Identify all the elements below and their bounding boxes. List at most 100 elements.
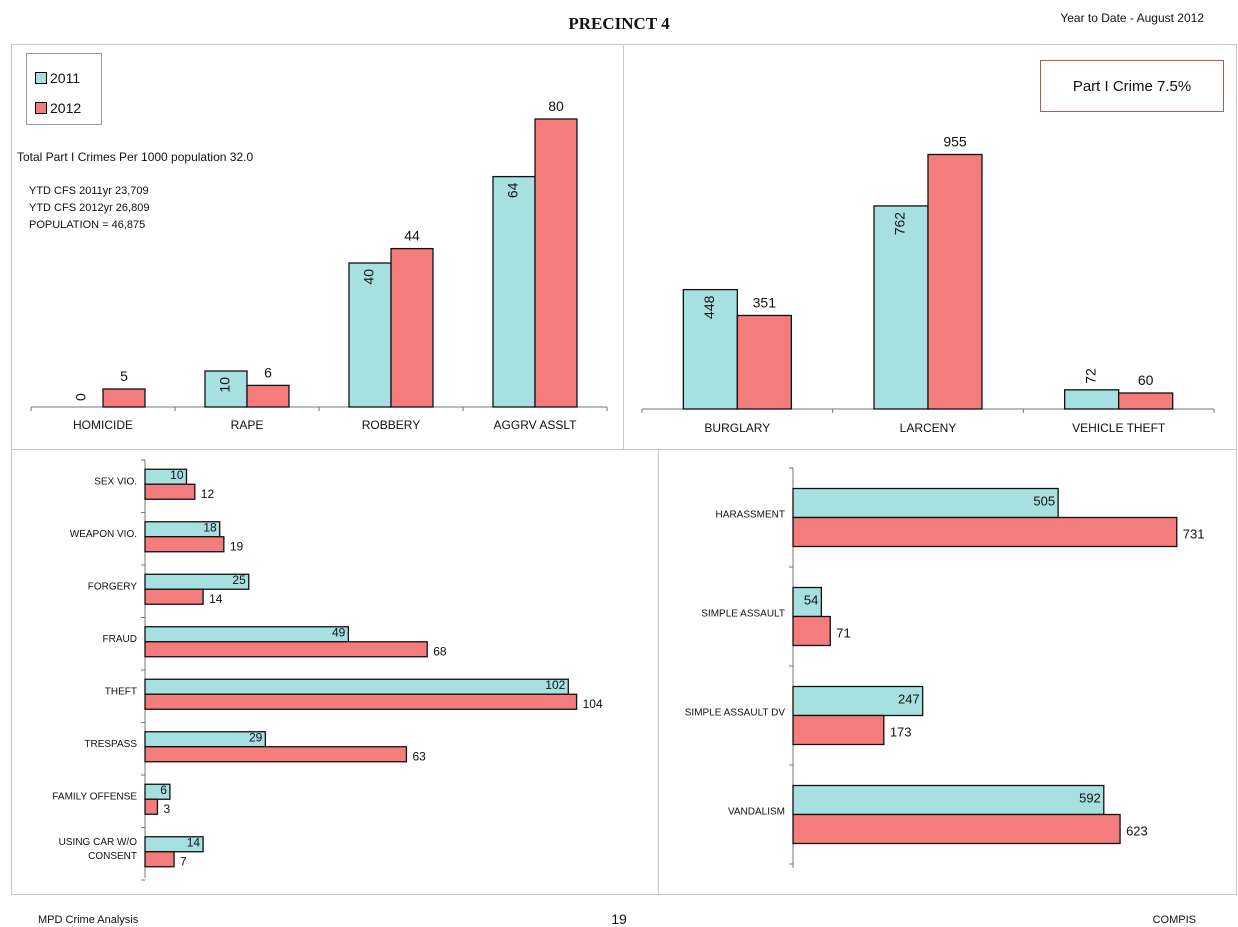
bar-weapon-vio-2012 bbox=[144, 536, 225, 553]
footer-source: MPD Crime Analysis bbox=[38, 914, 139, 926]
data-label-theft-2012: 104 bbox=[583, 697, 603, 711]
data-label-larceny-2012: 955 bbox=[943, 133, 967, 149]
legend-item-2011: 2011 bbox=[35, 70, 80, 86]
data-label-burglary-2012: 351 bbox=[753, 294, 777, 310]
footer-page-number: 19 bbox=[611, 911, 627, 927]
bar-simple-assault-dv-2012 bbox=[792, 714, 885, 746]
category-label-using-car-w-o-consent: USING CAR W/O CONSENT bbox=[59, 837, 138, 862]
bar-larceny-2011 bbox=[873, 205, 929, 410]
bar-theft-2011 bbox=[144, 678, 569, 695]
bar-forgery-2012 bbox=[144, 588, 204, 605]
data-label-burglary-2011: 448 bbox=[701, 295, 717, 319]
legend-item-2012: 2012 bbox=[35, 100, 81, 116]
page-subtitle: Year to Date - August 2012 bbox=[1060, 11, 1204, 25]
bar-simple-assault-dv-2011 bbox=[792, 685, 924, 717]
bar-theft-2012 bbox=[144, 693, 578, 710]
data-label-larceny-2011: 762 bbox=[892, 212, 908, 236]
bar-vehicle-theft-2011 bbox=[1064, 389, 1120, 410]
bar-fraud-2011 bbox=[144, 626, 350, 643]
data-label-sex-vio-2011: 10 bbox=[170, 468, 184, 482]
category-label-vehicle-theft: VEHICLE THEFT bbox=[1072, 421, 1166, 435]
bar-vandalism-2011 bbox=[792, 784, 1105, 816]
assault-vandalism-chart: HARASSMENT 505 731 SIMPLE ASSAULT 54 71 SIMPLE… bbox=[685, 467, 1204, 868]
category-label-robbery: ROBBERY bbox=[362, 418, 420, 432]
bar-aggrv-asslt-2012 bbox=[534, 118, 578, 408]
data-label-forgery-2012: 14 bbox=[209, 592, 223, 606]
data-label-aggrv-asslt-2011: 64 bbox=[505, 182, 521, 198]
category-label-weapon-vio: WEAPON VIO. bbox=[70, 529, 137, 540]
violent-crimes-chart: HOMICIDE 0 5 RAPE 10 6 ROBBERY 40 44 AGGRV ASSLT 6… bbox=[30, 98, 608, 432]
stat-cfs-2012: YTD CFS 2012yr 26,809 bbox=[29, 202, 150, 214]
data-label-harassment-2011: 505 bbox=[1033, 493, 1055, 508]
bar-sex-vio-2012 bbox=[144, 483, 196, 500]
category-label-sex-vio: SEX VIO. bbox=[94, 476, 137, 487]
other-offenses-chart: SEX VIO. 10 12 WEAPON VIO. 18 19 FORGERY 25 14 FR… bbox=[52, 459, 603, 881]
data-label-aggrv-asslt-2012: 80 bbox=[548, 98, 564, 114]
data-label-using-car-w-o-consent-2011: 14 bbox=[187, 835, 201, 849]
chart-panel-other-offenses: SEX VIO. 10 12 WEAPON VIO. 18 19 FORGERY 25 14 FR… bbox=[11, 449, 659, 895]
bar-harassment-2011 bbox=[792, 487, 1059, 519]
chart-panel-violent-crimes: HOMICIDE 0 5 RAPE 10 6 ROBBERY 40 44 AGGRV ASSLT 6… bbox=[11, 44, 624, 450]
stat-per-1000: Total Part I Crimes Per 1000 population … bbox=[17, 150, 254, 164]
category-label-vandalism: VANDALISM bbox=[728, 807, 785, 818]
category-label-theft: THEFT bbox=[105, 686, 137, 697]
stat-cfs-2011: YTD CFS 2011yr 23,709 bbox=[29, 185, 149, 197]
category-label-simple-assault-dv: SIMPLE ASSAULT DV bbox=[685, 708, 786, 719]
stat-population: POPULATION = 46,875 bbox=[29, 219, 146, 231]
stats-block: Total Part I Crimes Per 1000 population … bbox=[17, 149, 253, 234]
data-label-homicide-2011: 0 bbox=[73, 393, 89, 401]
legend: 2011 2012 bbox=[26, 53, 102, 125]
bar-trespass-2011 bbox=[144, 731, 266, 748]
category-label-larceny: LARCENY bbox=[900, 421, 957, 435]
bar-rape-2011 bbox=[204, 370, 248, 408]
category-label-trespass: TRESPASS bbox=[84, 739, 137, 750]
category-label-aggrv-asslt: AGGRV ASSLT bbox=[494, 418, 578, 432]
data-label-rape-2011: 10 bbox=[217, 377, 233, 393]
category-label-rape: RAPE bbox=[231, 418, 264, 432]
bar-homicide-2012 bbox=[102, 388, 146, 408]
bar-aggrv-asslt-2011 bbox=[492, 175, 536, 408]
legend-swatch-2011 bbox=[35, 72, 47, 84]
data-label-vehicle-theft-2011: 72 bbox=[1082, 368, 1098, 384]
category-label-harassment: HARASSMENT bbox=[716, 510, 785, 521]
data-label-vandalism-2012: 623 bbox=[1126, 823, 1148, 838]
category-label-homicide: HOMICIDE bbox=[73, 418, 133, 432]
bar-vandalism-2012 bbox=[792, 813, 1121, 845]
data-label-vandalism-2011: 592 bbox=[1079, 790, 1101, 805]
bar-simple-assault-2011 bbox=[792, 586, 823, 618]
legend-swatch-2012 bbox=[35, 102, 47, 114]
legend-label-2011: 2011 bbox=[50, 70, 81, 86]
page-title: PRECINCT 4 bbox=[568, 14, 670, 33]
bar-rape-2012 bbox=[246, 384, 290, 408]
data-label-fraud-2011: 49 bbox=[332, 625, 346, 639]
bar-harassment-2012 bbox=[792, 516, 1178, 548]
data-label-rape-2012: 6 bbox=[264, 364, 272, 380]
part-one-crime-badge: Part I Crime 7.5% bbox=[1040, 60, 1224, 112]
bar-burglary-2012 bbox=[736, 314, 792, 410]
data-label-robbery-2011: 40 bbox=[361, 269, 377, 285]
data-label-using-car-w-o-consent-2012: 7 bbox=[180, 854, 187, 868]
data-label-forgery-2011: 25 bbox=[232, 573, 246, 587]
data-label-vehicle-theft-2012: 60 bbox=[1138, 372, 1154, 388]
category-label-fraud: FRAUD bbox=[103, 634, 137, 645]
data-label-weapon-vio-2011: 18 bbox=[203, 520, 217, 534]
bar-burglary-2011 bbox=[682, 288, 738, 410]
bar-vehicle-theft-2012 bbox=[1118, 392, 1174, 410]
bar-fraud-2012 bbox=[144, 641, 428, 658]
bar-family-offense-2012 bbox=[144, 798, 159, 815]
bar-using-car-w-o-consent-2012 bbox=[144, 851, 175, 868]
data-label-homicide-2012: 5 bbox=[120, 368, 128, 384]
data-label-fraud-2012: 68 bbox=[433, 644, 447, 658]
chart-panel-assault-vandalism: HARASSMENT 505 731 SIMPLE ASSAULT 54 71 SIMPLE… bbox=[658, 449, 1237, 895]
data-label-robbery-2012: 44 bbox=[404, 228, 420, 244]
category-label-forgery: FORGERY bbox=[88, 581, 138, 592]
category-label-simple-assault: SIMPLE ASSAULT bbox=[701, 609, 785, 620]
data-label-family-offense-2012: 3 bbox=[163, 802, 170, 816]
property-crimes-chart: BURGLARY 448 351 LARCENY 762 955 VEHICLE THEFT… bbox=[641, 133, 1215, 435]
legend-label-2012: 2012 bbox=[50, 100, 82, 116]
data-label-simple-assault-2012: 71 bbox=[836, 625, 850, 640]
bar-trespass-2012 bbox=[144, 746, 408, 763]
bar-simple-assault-2012 bbox=[792, 615, 831, 647]
category-label-burglary: BURGLARY bbox=[704, 421, 770, 435]
footer-system: COMPIS bbox=[1152, 914, 1196, 926]
